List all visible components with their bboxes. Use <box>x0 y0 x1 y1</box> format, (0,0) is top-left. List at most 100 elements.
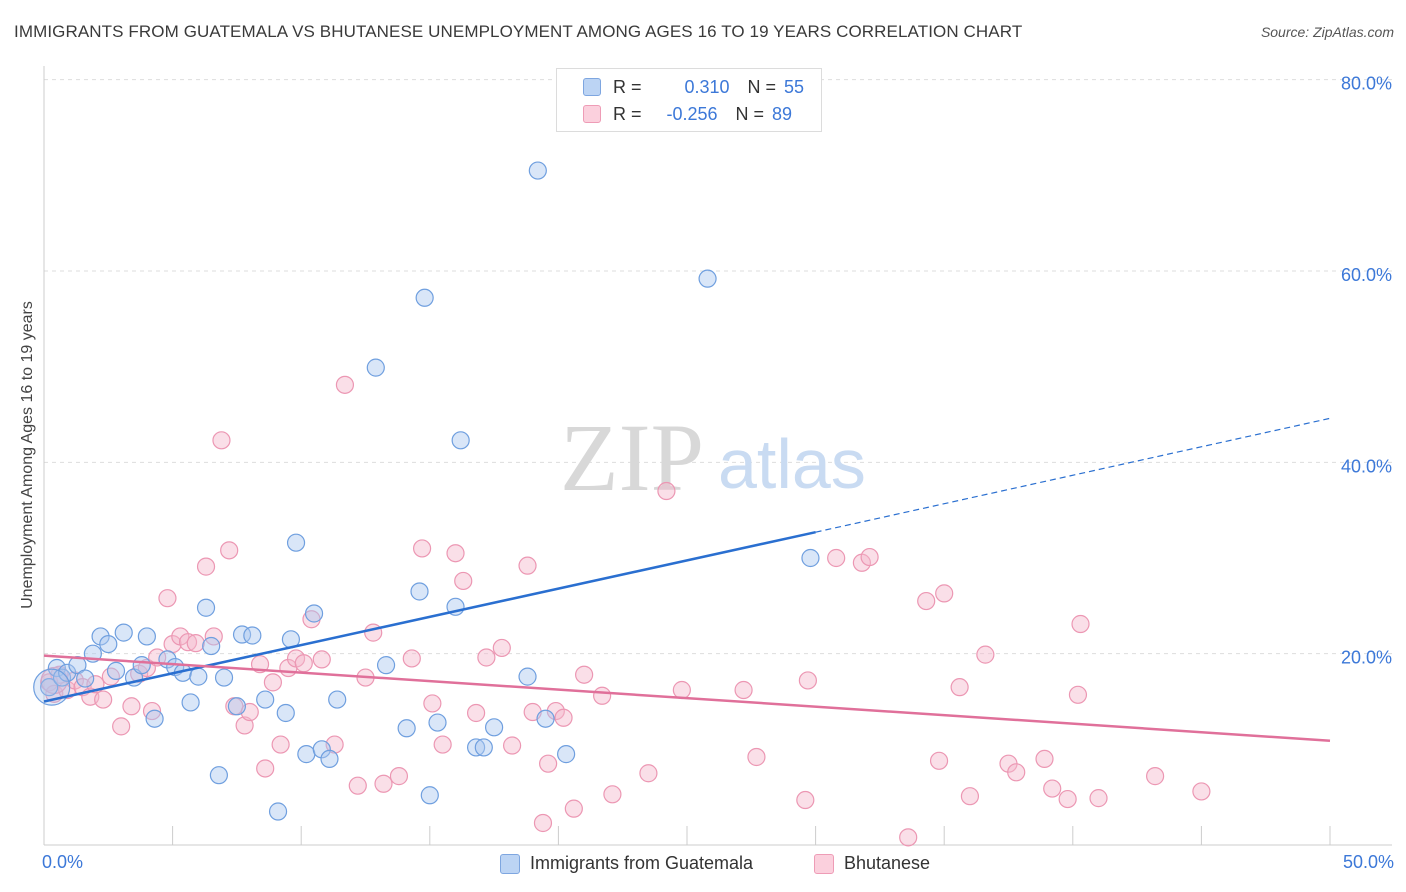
bhutanese-point <box>112 717 131 736</box>
guatemala-point <box>376 656 396 675</box>
bhutanese-points <box>40 375 1211 847</box>
bhutanese-point <box>917 591 936 611</box>
bhutanese-point <box>1089 789 1108 808</box>
guatemala-point <box>76 669 95 688</box>
guatemala-point <box>243 626 262 645</box>
bhutanese-point <box>672 680 691 700</box>
guatemala-point <box>320 749 339 769</box>
bhutanese-point <box>220 541 239 560</box>
legend-swatch-pink <box>583 105 601 123</box>
bhutanese-point <box>178 633 198 652</box>
legend-n-value: 55 <box>784 76 805 97</box>
bhutanese-point <box>492 638 511 658</box>
bhutanese-point <box>235 716 254 735</box>
legend-swatch-blue <box>583 78 601 96</box>
bhutanese-point <box>271 735 290 754</box>
y-tick-label: 40.0% <box>1341 456 1392 476</box>
bhutanese-point <box>1192 782 1211 801</box>
guatemala-point <box>410 582 429 601</box>
guatemala-point <box>58 663 77 682</box>
y-tick-label: 20.0% <box>1341 648 1392 668</box>
bhutanese-point <box>564 799 583 818</box>
bhutanese-point <box>412 539 432 558</box>
guatemala-point <box>518 667 537 686</box>
legend-n-label: N = <box>735 103 765 124</box>
guatemala-point <box>40 678 59 697</box>
bhutanese-point <box>423 694 442 713</box>
bhutanese-point <box>477 648 496 667</box>
legend-n-value: 89 <box>772 103 793 124</box>
guatemala-trend-extension <box>815 417 1331 533</box>
bhutanese-point <box>593 686 612 705</box>
bhutanese-point <box>657 481 676 501</box>
guatemala-point <box>297 745 316 764</box>
bhutanese-point <box>212 431 231 450</box>
guatemala-point <box>33 668 71 706</box>
bhutanese-point <box>798 671 817 690</box>
guatemala-point <box>268 802 288 821</box>
guatemala-point <box>209 766 228 785</box>
axes <box>43 66 1392 846</box>
bhutanese-point <box>554 708 573 727</box>
bottom-legend-bhutanese: Bhutanese <box>814 853 930 874</box>
guatemala-point <box>557 745 576 764</box>
bhutanese-point <box>747 747 766 767</box>
bhutanese-point <box>1068 685 1088 704</box>
bhutanese-point <box>101 667 120 686</box>
bhutanese-point <box>860 547 879 567</box>
guatemala-point <box>428 713 447 732</box>
bhutanese-trend-line <box>43 654 1331 742</box>
guatemala-point <box>420 786 439 805</box>
bhutanese-point <box>94 690 113 709</box>
legend-r-value: -0.256 <box>666 103 718 124</box>
bhutanese-point <box>796 790 815 810</box>
legend-r-value: 0.310 <box>684 76 730 97</box>
y-axis-label: Unemployment Among Ages 16 to 19 years <box>19 301 36 609</box>
bhutanese-point <box>960 787 980 806</box>
legend-row-bhutanese: R = -0.256 N = 89 <box>583 102 792 126</box>
bhutanese-point <box>734 680 753 700</box>
guatemala-points <box>33 161 820 821</box>
legend-r-label: R = <box>613 103 642 124</box>
bhutanese-point <box>976 645 995 664</box>
legend-row-guatemala: R = 0.310 N = 55 <box>583 75 804 99</box>
guatemala-point <box>698 269 717 288</box>
bhutanese-point <box>256 759 275 778</box>
bhutanese-point <box>158 589 177 608</box>
guatemala-point <box>227 697 246 716</box>
bhutanese-point <box>603 785 622 804</box>
bhutanese-point <box>1146 767 1165 786</box>
bottom-legend-guatemala: Immigrants from Guatemala <box>500 853 753 874</box>
guatemala-point <box>415 288 434 307</box>
bhutanese-point <box>533 813 553 833</box>
bhutanese-point <box>539 754 558 773</box>
bhutanese-point <box>929 751 949 770</box>
bhutanese-point <box>374 774 393 793</box>
bhutanese-point <box>639 764 658 783</box>
bhutanese-point <box>263 673 283 692</box>
guatemala-point <box>485 718 504 737</box>
guatemala-point <box>189 667 208 686</box>
guatemala-point <box>91 627 110 646</box>
guatemala-point <box>528 161 547 180</box>
bhutanese-point <box>1035 749 1054 769</box>
guatemala-point <box>328 690 347 709</box>
bhutanese-point <box>466 703 486 723</box>
trend-lines <box>43 417 1331 742</box>
guatemala-point <box>276 703 295 723</box>
bhutanese-point <box>335 375 355 394</box>
correlation-legend: R = 0.310 N = 55 R = -0.256 N = 89 <box>556 68 822 132</box>
legend-r-label: R = <box>613 76 642 97</box>
bottom-legend-swatch-pink <box>814 853 834 874</box>
guatemala-point <box>474 738 493 757</box>
bhutanese-point <box>503 736 522 755</box>
guatemala-point <box>137 627 156 646</box>
guatemala-point <box>145 709 164 728</box>
guatemala-point <box>366 358 385 377</box>
bhutanese-point <box>1058 789 1077 809</box>
y-tick-label: 60.0% <box>1341 265 1392 285</box>
y-tick-labels: 20.0% 40.0% 60.0% 80.0% <box>1341 74 1392 668</box>
grid-lines <box>44 79 1392 655</box>
guatemala-point <box>451 431 470 450</box>
bhutanese-point <box>827 548 846 568</box>
